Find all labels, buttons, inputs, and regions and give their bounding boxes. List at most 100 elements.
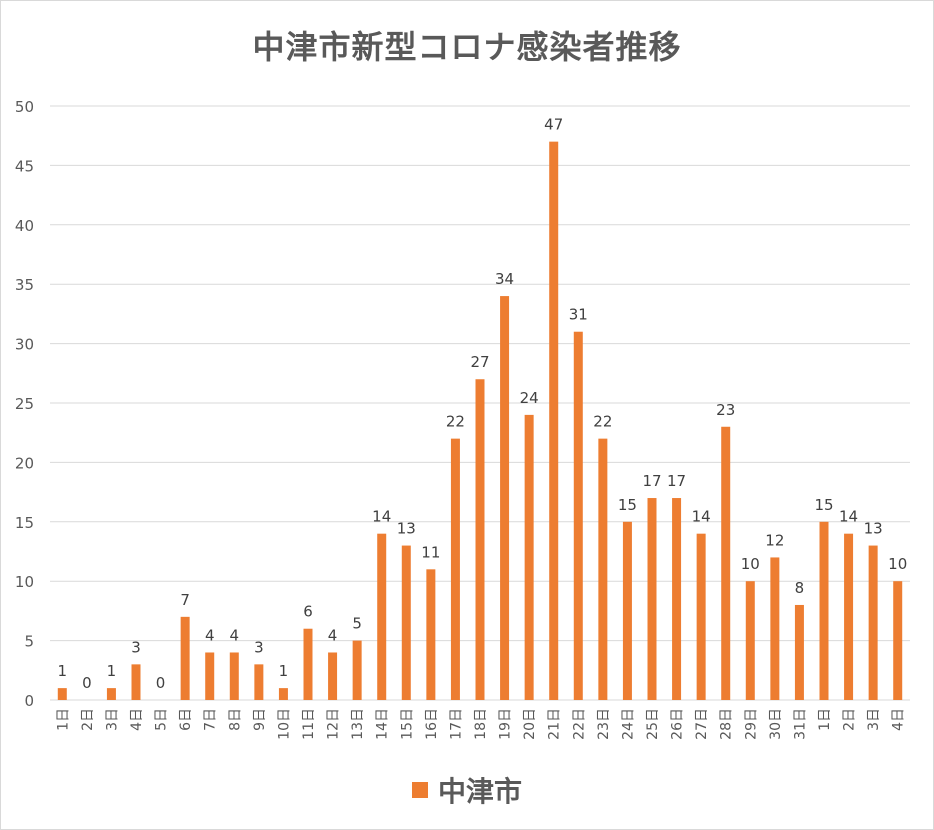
bar (672, 498, 682, 700)
bar (278, 688, 288, 700)
data-label: 17 (642, 472, 661, 490)
x-tick-label: 4日 (891, 708, 907, 731)
data-label: 7 (180, 591, 190, 609)
legend: 中津市 (0, 770, 934, 810)
x-tick-label: 18日 (473, 708, 489, 740)
y-tick-label: 10 (15, 573, 34, 591)
data-label: 14 (372, 508, 391, 526)
data-label: 3 (131, 638, 141, 656)
bar (524, 414, 534, 700)
data-label: 0 (82, 674, 92, 692)
bar (819, 521, 829, 700)
data-label: 14 (839, 508, 858, 526)
bar (106, 688, 116, 700)
bar (229, 652, 239, 700)
bar (328, 652, 338, 700)
x-tick-label: 9日 (252, 708, 268, 731)
x-tick-label: 16日 (424, 708, 440, 740)
bar (180, 616, 190, 700)
x-tick-label: 13日 (350, 708, 366, 740)
x-tick-label: 6日 (178, 708, 194, 731)
x-tick-label: 10日 (276, 708, 292, 740)
x-tick-label: 7日 (203, 708, 219, 731)
x-tick-label: 28日 (719, 708, 735, 740)
x-tick-label: 25日 (645, 708, 661, 740)
y-tick-label: 50 (15, 98, 34, 116)
data-label: 31 (569, 306, 588, 324)
x-tick-label: 20日 (522, 708, 538, 740)
bar (647, 498, 657, 700)
bar (303, 628, 313, 700)
data-label: 1 (58, 662, 68, 680)
x-tick-label: 11日 (301, 708, 317, 740)
data-label: 34 (495, 270, 514, 288)
bar (721, 426, 731, 700)
y-tick-label: 15 (15, 514, 34, 532)
data-label: 15 (618, 496, 637, 514)
data-label: 15 (814, 496, 833, 514)
x-tick-label: 12日 (326, 708, 342, 740)
data-label: 10 (741, 555, 760, 573)
data-label: 27 (470, 353, 489, 371)
data-label: 4 (328, 626, 338, 644)
x-tick-label: 15日 (399, 708, 415, 740)
y-tick-label: 45 (15, 157, 34, 175)
data-label: 0 (156, 674, 166, 692)
bar (893, 581, 903, 700)
data-label: 10 (888, 555, 907, 573)
bar (450, 438, 460, 700)
y-tick-label: 25 (15, 395, 34, 413)
bar (745, 581, 755, 700)
x-tick-label: 3日 (104, 708, 120, 731)
x-tick-label: 17日 (448, 708, 464, 740)
bar (770, 557, 780, 700)
x-tick-label: 21日 (547, 708, 563, 740)
data-label: 4 (205, 626, 215, 644)
data-label: 22 (446, 413, 465, 431)
data-label: 23 (716, 401, 735, 419)
x-tick-label: 27日 (694, 708, 710, 740)
y-tick-label: 30 (15, 336, 34, 354)
x-tick-label: 31日 (792, 708, 808, 740)
bar (254, 664, 264, 700)
data-label: 1 (107, 662, 117, 680)
bar (377, 533, 387, 700)
y-tick-label: 20 (15, 454, 34, 472)
bar (401, 545, 411, 700)
bar (573, 331, 583, 700)
bar (131, 664, 141, 700)
legend-swatch (411, 782, 428, 798)
data-label: 12 (765, 531, 784, 549)
bar (57, 688, 67, 700)
bar (868, 545, 878, 700)
x-tick-label: 26日 (670, 708, 686, 740)
x-tick-label: 2日 (80, 708, 96, 731)
bar (426, 569, 436, 700)
x-tick-label: 1日 (55, 708, 71, 731)
x-tick-label: 8日 (227, 708, 243, 731)
data-label: 1 (279, 662, 289, 680)
data-label: 8 (795, 579, 805, 597)
data-label: 14 (692, 508, 711, 526)
data-label: 3 (254, 638, 264, 656)
x-tick-label: 4日 (129, 708, 145, 731)
x-tick-label: 5日 (154, 708, 170, 731)
data-label: 47 (544, 116, 563, 134)
bar (844, 533, 854, 700)
bar (205, 652, 215, 700)
x-tick-label: 14日 (375, 708, 391, 740)
x-tick-label: 29日 (743, 708, 759, 740)
bar (549, 141, 559, 700)
data-label: 17 (667, 472, 686, 490)
bar (352, 640, 362, 700)
x-tick-label: 30日 (768, 708, 784, 740)
y-tick-label: 5 (24, 633, 34, 651)
y-tick-label: 0 (24, 692, 34, 710)
bar (794, 604, 804, 700)
data-label: 13 (864, 520, 883, 538)
data-label: 13 (397, 520, 416, 538)
x-tick-label: 1日 (817, 708, 833, 731)
data-label: 5 (352, 615, 362, 633)
legend-label: 中津市 (437, 775, 522, 808)
